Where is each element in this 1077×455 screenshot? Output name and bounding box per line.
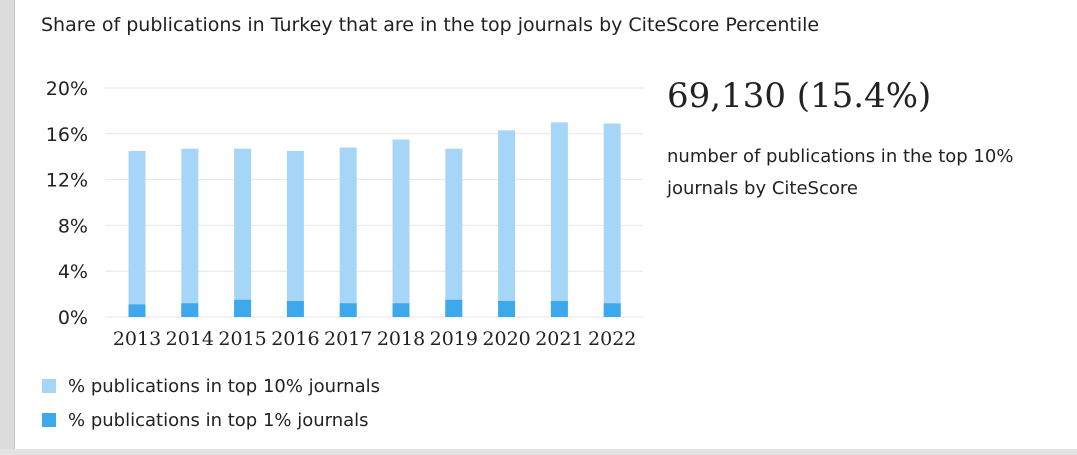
x-tick-label: 2017 bbox=[324, 328, 372, 350]
window-left-border-line bbox=[14, 0, 15, 455]
window-left-border bbox=[0, 0, 14, 455]
bar-top10-2022 bbox=[603, 123, 621, 318]
bar-top1-2014 bbox=[181, 303, 199, 317]
x-tick-label: 2018 bbox=[377, 328, 425, 350]
bar-top10-2017 bbox=[339, 147, 357, 317]
bar-top10-2015 bbox=[234, 148, 252, 317]
y-tick-label: 0% bbox=[58, 307, 88, 329]
y-tick-label: 8% bbox=[58, 215, 88, 237]
summary-description: number of publications in the top 10% jo… bbox=[667, 146, 1014, 199]
bar-top1-2019 bbox=[445, 299, 463, 317]
bar-top1-2017 bbox=[339, 303, 357, 317]
legend-swatch-top10 bbox=[42, 379, 56, 393]
summary-value: 69,130 (15.4%) bbox=[667, 76, 932, 116]
legend-swatch-top1 bbox=[42, 413, 56, 427]
y-tick-label: 20% bbox=[46, 78, 88, 100]
bar-top10-2014 bbox=[181, 148, 199, 317]
x-tick-label: 2016 bbox=[271, 328, 319, 350]
x-tick-label: 2013 bbox=[113, 328, 161, 350]
legend-item-top10: % publications in top 10% journals bbox=[42, 376, 380, 397]
bar-top10-2021 bbox=[550, 122, 568, 317]
x-tick-label: 2019 bbox=[430, 328, 478, 350]
bar-top1-2016 bbox=[286, 300, 304, 317]
bar-top10-2016 bbox=[286, 150, 304, 317]
bar-top1-2015 bbox=[234, 299, 252, 317]
legend-label-top10: % publications in top 10% journals bbox=[68, 376, 380, 397]
y-tick-label: 4% bbox=[58, 261, 88, 283]
legend-label-top1: % publications in top 1% journals bbox=[68, 410, 369, 431]
x-tick-label: 2022 bbox=[588, 328, 636, 350]
window-bottom-border bbox=[0, 449, 1077, 455]
bar-chart: 0%4%8%12%16%20%2013 2014 2015 2016 2017 2018 2… bbox=[46, 78, 643, 350]
bar-top10-2020 bbox=[498, 130, 516, 317]
x-tick-label: 2014 bbox=[166, 328, 214, 350]
y-tick-label: 12% bbox=[46, 170, 88, 192]
chart-title: Share of publications in Turkey that are… bbox=[41, 14, 820, 36]
bar-top10-2013 bbox=[128, 150, 146, 317]
bar-top1-2020 bbox=[498, 300, 516, 317]
x-tick-label: 2015 bbox=[218, 328, 266, 350]
y-tick-label: 16% bbox=[46, 124, 88, 146]
x-tick-label: 2021 bbox=[535, 328, 583, 350]
bar-top10-2019 bbox=[445, 148, 463, 317]
bar-top10-2018 bbox=[392, 139, 410, 317]
bar-top1-2018 bbox=[392, 303, 410, 317]
legend-item-top1: % publications in top 1% journals bbox=[42, 410, 369, 431]
bar-top1-2022 bbox=[603, 303, 621, 317]
bar-top1-2013 bbox=[128, 304, 146, 317]
bar-top1-2021 bbox=[550, 300, 568, 317]
x-tick-label: 2020 bbox=[482, 328, 530, 350]
